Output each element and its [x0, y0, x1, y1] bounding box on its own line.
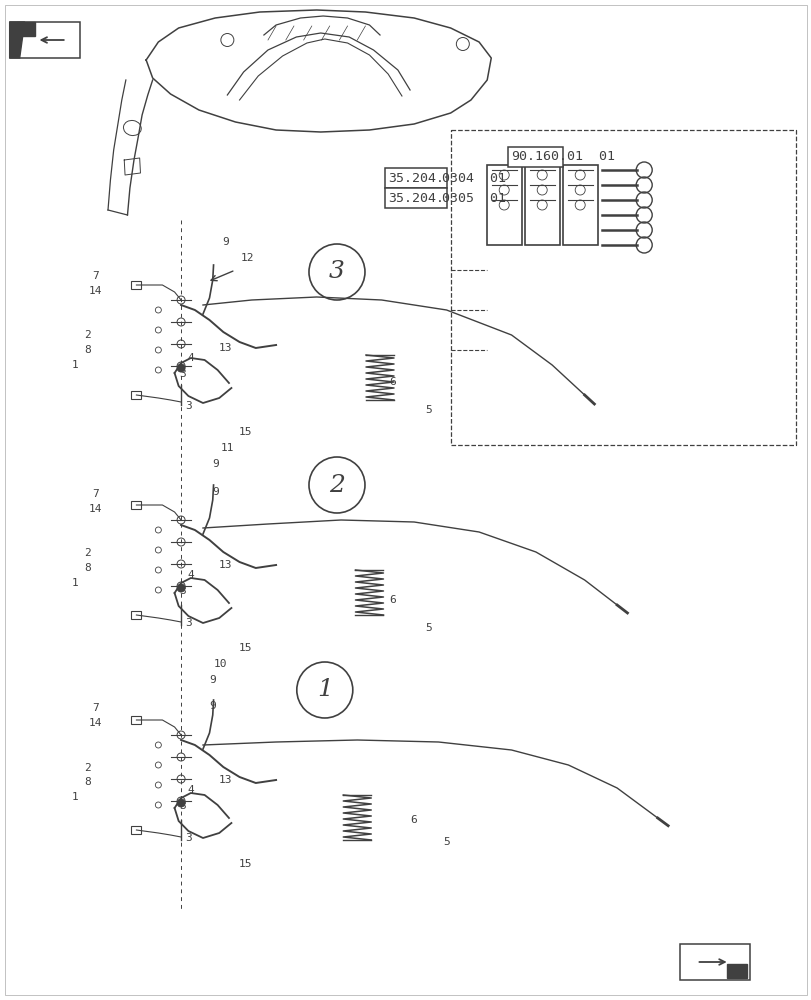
Text: 35.204.: 35.204.	[388, 172, 444, 184]
Text: 8: 8	[84, 777, 91, 787]
Text: 3: 3	[179, 369, 186, 379]
Circle shape	[177, 340, 185, 348]
Circle shape	[177, 318, 185, 326]
Circle shape	[177, 731, 185, 739]
Text: 1: 1	[72, 578, 79, 588]
Bar	[17, 22, 35, 36]
Text: 7: 7	[92, 271, 99, 281]
Text: 13: 13	[219, 560, 232, 570]
Text: 3: 3	[179, 586, 186, 596]
Text: 4: 4	[187, 353, 194, 363]
Bar	[487, 165, 521, 245]
Text: 7: 7	[92, 489, 99, 499]
Bar	[450, 130, 795, 445]
Text: 5: 5	[443, 837, 449, 847]
Bar	[726, 964, 745, 978]
Text: 2: 2	[84, 763, 91, 773]
Text: 4: 4	[187, 785, 194, 795]
Text: 5: 5	[425, 405, 431, 415]
Circle shape	[177, 538, 185, 546]
Text: 3: 3	[185, 618, 191, 628]
Circle shape	[177, 362, 185, 370]
Text: 90.160: 90.160	[511, 150, 559, 163]
Text: 2: 2	[328, 474, 345, 496]
Circle shape	[177, 799, 185, 807]
Bar	[679, 944, 749, 980]
Text: 15: 15	[238, 643, 251, 653]
Text: 3: 3	[328, 260, 345, 284]
Bar	[131, 501, 141, 509]
Text: 14: 14	[89, 504, 102, 514]
Text: 9: 9	[212, 459, 218, 469]
Text: 9: 9	[209, 701, 216, 711]
Text: 5: 5	[425, 623, 431, 633]
Text: 1: 1	[72, 792, 79, 802]
Text: 0304  01: 0304 01	[441, 172, 505, 184]
Circle shape	[177, 364, 185, 372]
Text: 9: 9	[212, 487, 218, 497]
Text: 14: 14	[89, 718, 102, 728]
Text: 0305  01: 0305 01	[441, 192, 505, 205]
Text: 1: 1	[72, 360, 79, 370]
Text: 11: 11	[221, 443, 234, 453]
Text: 6: 6	[410, 815, 417, 825]
Text: 14: 14	[89, 286, 102, 296]
Text: 1: 1	[316, 678, 333, 702]
Text: 6: 6	[389, 377, 396, 387]
Circle shape	[177, 296, 185, 304]
Bar	[131, 391, 141, 399]
Text: 8: 8	[84, 563, 91, 573]
Text: 9: 9	[222, 237, 229, 247]
Text: 10: 10	[214, 659, 227, 669]
Text: 12: 12	[241, 253, 254, 263]
Bar	[10, 22, 79, 58]
Text: 3: 3	[185, 833, 191, 843]
Text: 8: 8	[84, 345, 91, 355]
Bar	[131, 716, 141, 724]
Circle shape	[177, 753, 185, 761]
Text: 3: 3	[185, 401, 191, 411]
Text: 15: 15	[238, 427, 251, 437]
Text: 35.204.: 35.204.	[388, 192, 444, 205]
Polygon shape	[10, 22, 24, 58]
Text: 13: 13	[219, 343, 232, 353]
Text: 9: 9	[209, 675, 216, 685]
Text: 2: 2	[84, 330, 91, 340]
Text: 6: 6	[389, 595, 396, 605]
Circle shape	[177, 797, 185, 805]
Circle shape	[177, 584, 185, 592]
Text: 15: 15	[238, 859, 251, 869]
Bar	[131, 826, 141, 834]
Circle shape	[177, 775, 185, 783]
Text: 7: 7	[92, 703, 99, 713]
Bar	[131, 611, 141, 619]
Text: 2: 2	[84, 548, 91, 558]
Circle shape	[177, 560, 185, 568]
Text: .01  01: .01 01	[558, 150, 614, 163]
Text: 3: 3	[179, 801, 186, 811]
Bar	[131, 281, 141, 289]
Bar	[525, 165, 560, 245]
Circle shape	[177, 516, 185, 524]
Bar	[563, 165, 598, 245]
Text: 13: 13	[219, 775, 232, 785]
Text: 4: 4	[187, 570, 194, 580]
Circle shape	[177, 582, 185, 590]
